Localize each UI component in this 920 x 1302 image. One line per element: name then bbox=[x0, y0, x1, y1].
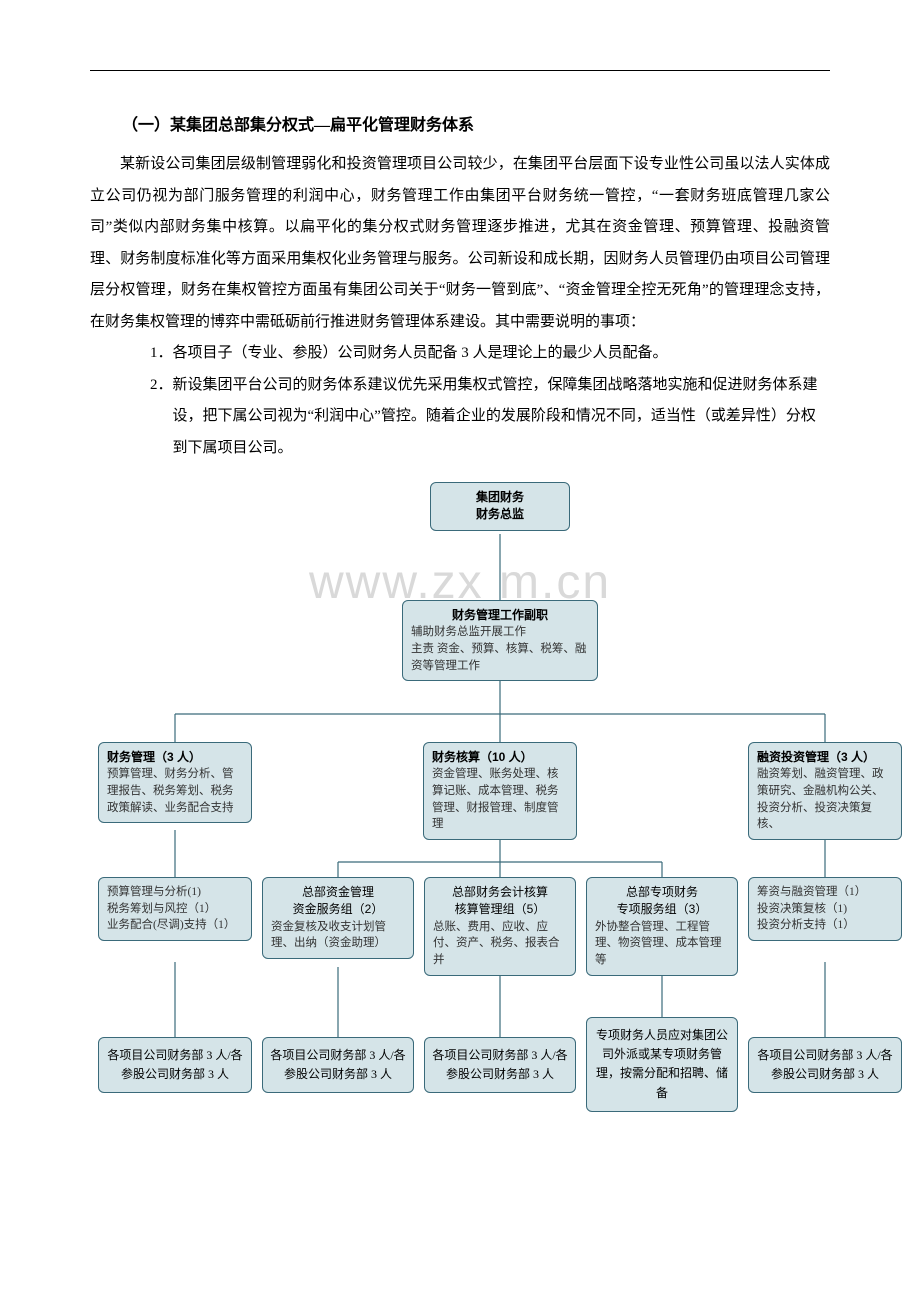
section-title: （一）某集团总部集分权式—扁平化管理财务体系 bbox=[90, 111, 830, 135]
node-leaf: 各项目公司财务部 3 人/各参股公司财务部 3 人 bbox=[98, 1037, 252, 1093]
node-title: 财务管理（3 人） bbox=[107, 749, 243, 766]
node-branch-accounting: 财务核算（10 人） 资金管理、账务处理、核算记账、成本管理、税务管理、财报管理… bbox=[423, 742, 577, 840]
numbered-list: 1．各项目子（专业、参股）公司财务人员配备 3 人是理论上的最少人员配备。 2．… bbox=[90, 338, 830, 464]
node-title: 财务总监 bbox=[439, 506, 561, 523]
node-desc: 预算管理、财务分析、管理报告、税务筹划、税务政策解读、业务配合支持 bbox=[107, 766, 243, 816]
node-title: 总部资金管理 资金服务组（2） bbox=[271, 884, 405, 919]
node-mid-b: 总部资金管理 资金服务组（2） 资金复核及收支计划管理、出纳（资金助理） bbox=[262, 877, 414, 959]
body-paragraph: 某新设公司集团层级制管理弱化和投资管理项目公司较少，在集团平台层面下设专业性公司… bbox=[90, 149, 830, 338]
node-title: 融资投资管理（3 人） bbox=[757, 749, 893, 766]
node-mid-c: 总部财务会计核算 核算管理组（5） 总账、费用、应收、应付、资产、税务、报表合并 bbox=[424, 877, 576, 976]
node-desc: 总账、费用、应收、应付、资产、税务、报表合并 bbox=[433, 919, 567, 969]
org-chart: 集团财务 财务总监 财务管理工作副职 辅助财务总监开展工作 主责 资金、预算、核… bbox=[90, 482, 910, 1172]
list-item: 2．新设集团平台公司的财务体系建议优先采用集权式管控，保障集团战略落地实施和促进… bbox=[150, 370, 830, 465]
node-branch-finance-mgmt: 财务管理（3 人） 预算管理、财务分析、管理报告、税务筹划、税务政策解读、业务配… bbox=[98, 742, 252, 823]
node-title: 财务核算（10 人） bbox=[432, 749, 568, 766]
node-desc: 筹资与融资管理（1） 投资决策复核（1) 投资分析支持（1） bbox=[757, 884, 893, 934]
node-desc: 资金复核及收支计划管理、出纳（资金助理） bbox=[271, 919, 405, 952]
node-desc: 外协整合管理、工程管理、物资管理、成本管理等 bbox=[595, 919, 729, 969]
top-rule bbox=[90, 70, 830, 71]
node-deputy: 财务管理工作副职 辅助财务总监开展工作 主责 资金、预算、核算、税筹、融资等管理… bbox=[402, 600, 598, 681]
node-leaf: 各项目公司财务部 3 人/各参股公司财务部 3 人 bbox=[748, 1037, 902, 1093]
node-mid-e: 筹资与融资管理（1） 投资决策复核（1) 投资分析支持（1） bbox=[748, 877, 902, 941]
node-title: 总部专项财务 专项服务组（3） bbox=[595, 884, 729, 919]
node-desc: 融资筹划、融资管理、政策研究、金融机构公关、投资分析、投资决策复核、 bbox=[757, 766, 893, 833]
node-desc: 资金管理、账务处理、核算记账、成本管理、税务管理、财报管理、制度管理 bbox=[432, 766, 568, 833]
node-mid-d: 总部专项财务 专项服务组（3） 外协整合管理、工程管理、物资管理、成本管理等 bbox=[586, 877, 738, 976]
node-mid-a: 预算管理与分析(1) 税务筹划与风控（1） 业务配合(尽调)支持（1） bbox=[98, 877, 252, 941]
node-title: 财务管理工作副职 bbox=[411, 607, 589, 624]
node-leaf: 各项目公司财务部 3 人/各参股公司财务部 3 人 bbox=[262, 1037, 414, 1093]
node-root: 集团财务 财务总监 bbox=[430, 482, 570, 531]
node-title: 总部财务会计核算 核算管理组（5） bbox=[433, 884, 567, 919]
node-leaf: 各项目公司财务部 3 人/各参股公司财务部 3 人 bbox=[424, 1037, 576, 1093]
node-leaf-special: 专项财务人员应对集团公司外派或某专项财务管理，按需分配和招聘、储备 bbox=[586, 1017, 738, 1112]
list-item: 1．各项目子（专业、参股）公司财务人员配备 3 人是理论上的最少人员配备。 bbox=[150, 338, 830, 370]
node-branch-invest: 融资投资管理（3 人） 融资筹划、融资管理、政策研究、金融机构公关、投资分析、投… bbox=[748, 742, 902, 840]
node-desc: 预算管理与分析(1) 税务筹划与风控（1） 业务配合(尽调)支持（1） bbox=[107, 884, 243, 934]
node-desc: 辅助财务总监开展工作 主责 资金、预算、核算、税筹、融资等管理工作 bbox=[411, 624, 589, 674]
node-title: 集团财务 bbox=[439, 489, 561, 506]
